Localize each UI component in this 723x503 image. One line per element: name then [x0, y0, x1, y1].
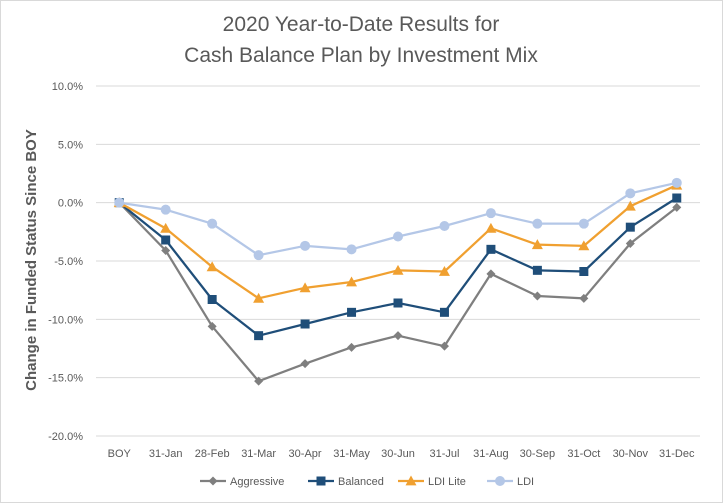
data-point-ldi-lite	[206, 261, 218, 272]
data-point-ldi-lite	[624, 200, 636, 211]
chart-title-line-2: Cash Balance Plan by Investment Mix	[184, 44, 538, 67]
data-point-ldi	[532, 218, 543, 229]
series-group	[113, 177, 683, 386]
y-tick-label: 0.0%	[58, 198, 83, 210]
data-point-ldi-lite	[485, 222, 497, 233]
series-ldi	[114, 177, 682, 261]
data-point-ldi-lite	[299, 282, 311, 293]
legend-marker	[208, 476, 218, 486]
y-tick-label: -5.0%	[54, 256, 83, 268]
y-tick-label: -20.0%	[48, 431, 83, 443]
data-point-ldi-lite	[578, 240, 590, 251]
data-point-ldi-lite	[160, 222, 172, 233]
series-line-ldi-lite	[118, 184, 678, 300]
data-point-ldi	[671, 177, 682, 188]
data-point-balanced	[393, 298, 403, 308]
data-point-ldi	[485, 208, 496, 219]
y-tick-label: 5.0%	[58, 139, 83, 151]
data-point-aggressive	[207, 321, 217, 331]
legend-marker	[316, 476, 326, 486]
x-tick-label: BOY	[108, 448, 132, 460]
y-axis-label: Change in Funded Status Since BOY	[23, 129, 40, 391]
x-tick-label: 31-Dec	[659, 448, 695, 460]
data-point-ldi	[207, 218, 218, 229]
legend: Aggressive Balanced LDI Lite LDI	[200, 475, 534, 488]
data-point-aggressive	[625, 239, 635, 248]
x-tick-label: 31-Aug	[473, 448, 508, 460]
data-point-balanced	[439, 307, 449, 317]
legend-item-ldi: LDI	[487, 476, 534, 488]
legend-label: Aggressive	[230, 476, 284, 488]
data-point-ldi	[300, 240, 311, 251]
data-point-aggressive	[161, 246, 171, 255]
legend-marker	[405, 475, 417, 486]
data-point-balanced	[347, 307, 357, 317]
x-tick-label: 31-May	[333, 448, 370, 460]
x-tick-label: 30-Nov	[613, 448, 649, 460]
data-point-balanced	[486, 244, 496, 254]
y-tick-label: -15.0%	[48, 373, 83, 385]
legend-label: Balanced	[338, 476, 384, 488]
data-point-aggressive	[439, 341, 449, 351]
x-tick-label: 28-Feb	[195, 448, 230, 460]
data-point-balanced	[672, 193, 682, 203]
data-point-ldi	[578, 218, 589, 229]
data-point-aggressive	[300, 359, 310, 369]
data-point-ldi-lite	[438, 266, 450, 276]
x-tick-label: 31-Oct	[567, 448, 600, 460]
data-point-aggressive	[486, 269, 496, 279]
x-tick-label: 30-Apr	[289, 448, 322, 460]
data-point-balanced	[625, 222, 635, 232]
data-point-balanced	[532, 265, 542, 275]
legend-label: LDI Lite	[428, 476, 466, 488]
data-point-ldi-lite	[346, 276, 358, 287]
legend-item-aggressive: Aggressive	[200, 476, 284, 488]
y-axis-ticks: 10.0% 5.0% 0.0% -5.0% -10.0% -15.0% -20.0%	[48, 81, 83, 443]
data-point-balanced	[161, 235, 171, 245]
data-point-balanced	[300, 319, 310, 329]
legend-label: LDI	[517, 476, 534, 488]
x-tick-label: 31-Jul	[429, 448, 459, 460]
data-point-ldi-lite	[531, 239, 543, 250]
data-point-ldi	[253, 250, 264, 261]
data-point-aggressive	[393, 331, 403, 341]
x-axis-ticks: BOY 31-Jan 28-Feb 31-Mar 30-Apr 31-May 30-Jun 3…	[108, 448, 695, 460]
x-tick-label: 30-Sep	[520, 448, 555, 460]
x-tick-label: 31-Jan	[149, 448, 183, 460]
series-line-aggressive	[118, 201, 678, 383]
data-point-aggressive	[579, 293, 589, 303]
data-point-aggressive	[254, 376, 264, 386]
series-aggressive	[114, 198, 682, 386]
data-point-balanced	[207, 295, 217, 304]
y-tick-label: 10.0%	[52, 81, 83, 93]
data-point-balanced	[254, 331, 264, 341]
data-point-balanced	[579, 267, 589, 276]
data-point-ldi-lite	[392, 264, 404, 275]
legend-item-ldi-lite: LDI Lite	[398, 475, 466, 488]
data-point-aggressive	[347, 342, 357, 352]
series-line-ldi	[119, 181, 678, 257]
legend-item-balanced: Balanced	[308, 476, 384, 488]
data-point-ldi	[160, 204, 171, 215]
data-point-ldi	[439, 221, 450, 231]
data-point-aggressive	[672, 202, 682, 212]
data-point-ldi	[625, 188, 636, 199]
data-point-aggressive	[532, 291, 542, 301]
x-tick-label: 30-Jun	[381, 448, 415, 460]
gridlines	[96, 85, 700, 437]
data-point-ldi-lite	[253, 292, 265, 303]
x-tick-label: 31-Mar	[241, 448, 276, 460]
legend-marker	[495, 476, 505, 486]
chart-title-line-1: 2020 Year-to-Date Results for	[223, 13, 500, 36]
data-point-ldi	[114, 197, 125, 208]
y-tick-label: -10.0%	[48, 314, 83, 326]
data-point-ldi	[393, 231, 403, 242]
data-point-ldi	[346, 244, 357, 255]
